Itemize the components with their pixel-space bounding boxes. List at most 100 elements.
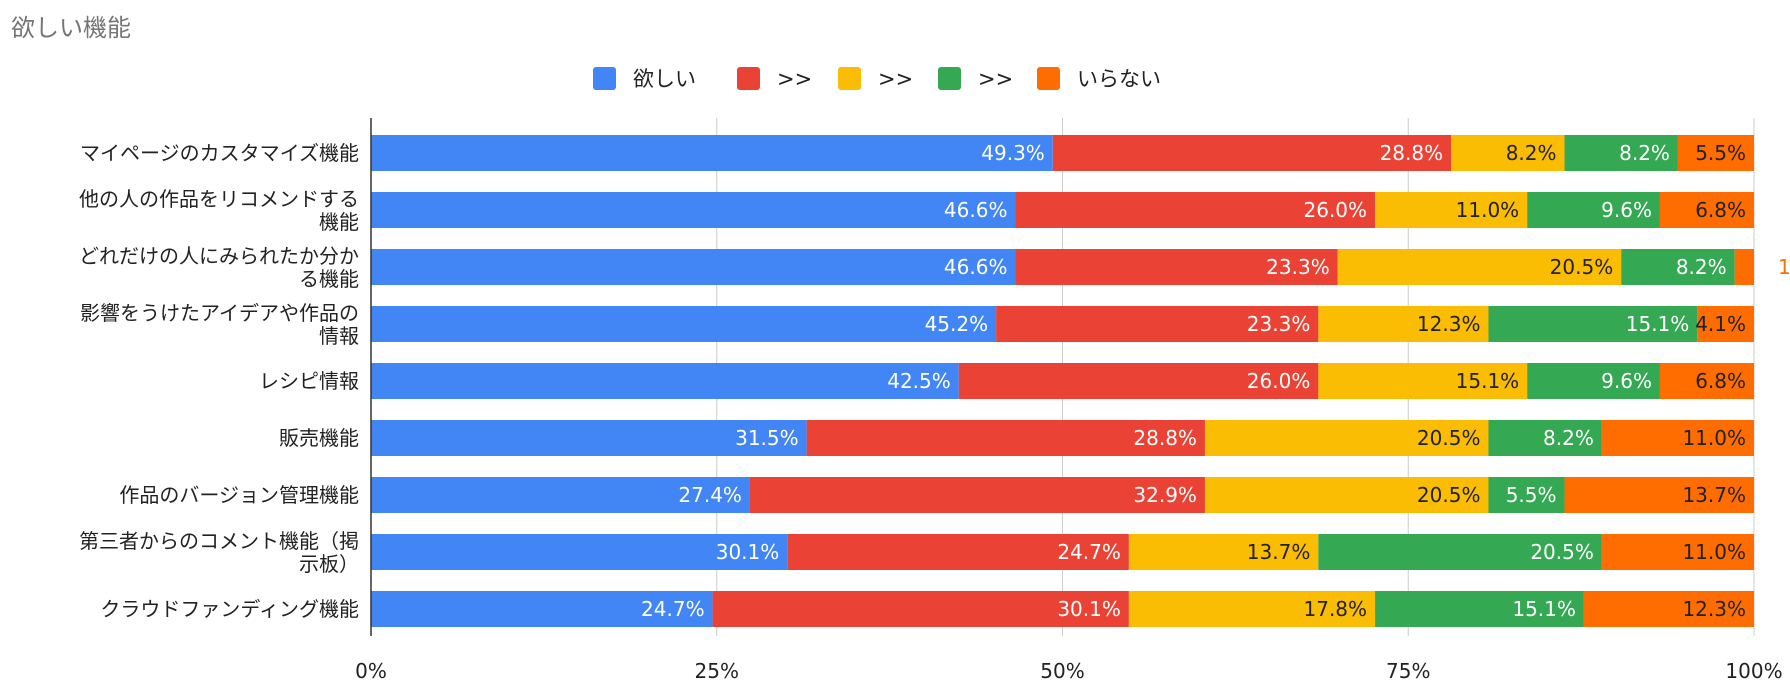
bar-segment (1015, 192, 1376, 228)
bar-segment (1375, 192, 1528, 228)
bar-segment (806, 420, 1205, 456)
category-label: 影響をうけたアイデアや作品の情報 (80, 301, 359, 348)
data-label: 8.2% (1619, 141, 1670, 165)
data-label: 27.4% (678, 483, 742, 507)
bar-row: 42.5% 26.0% 15.1% 9.6% 6.8% (371, 363, 1754, 399)
bar-segment (1488, 420, 1602, 456)
data-label: 13.7% (1247, 540, 1311, 564)
category-label: レシピ情報 (259, 369, 359, 393)
category-label: クラウドファンディング機能 (100, 597, 359, 621)
bar-row: 45.2% 23.3% 12.3% 15.1% 4.1% (371, 306, 1754, 342)
bar-row: 24.7% 30.1% 17.8% 15.1% 12.3% (371, 591, 1754, 627)
bar-segment (371, 534, 788, 570)
data-label: 23.3% (1266, 255, 1330, 279)
data-label: 46.6% (944, 255, 1008, 279)
bar-row: 46.6% 26.0% 11.0% 9.6% 6.8% (371, 192, 1754, 228)
legend-item: >> (838, 67, 913, 91)
data-label: 4.1% (1695, 312, 1746, 336)
bar-segment (1128, 591, 1376, 627)
legend-label: >> (978, 67, 1013, 91)
data-label: 15.1% (1456, 369, 1520, 393)
bar-segment (749, 477, 1205, 513)
bar-segment (787, 534, 1129, 570)
bar-segment (1527, 363, 1660, 399)
bar-segment (1488, 477, 1565, 513)
data-label: 13.7% (1682, 483, 1746, 507)
data-label: 30.1% (1057, 597, 1121, 621)
category-label: 第三者からのコメント機能（掲示板） (79, 529, 359, 576)
bar-segment (371, 420, 807, 456)
x-tick-label: 50% (1040, 659, 1084, 683)
bar-segment (1621, 249, 1735, 285)
bar-segment (1527, 192, 1660, 228)
legend-swatch (838, 67, 861, 90)
bar-segment (1318, 363, 1528, 399)
data-label: 9.6% (1601, 369, 1652, 393)
bar-segment (1677, 135, 1754, 171)
bar-segment (1204, 477, 1489, 513)
data-label: 15.1% (1626, 312, 1690, 336)
legend-item: いらない (1037, 67, 1161, 91)
data-label: 5.5% (1506, 483, 1557, 507)
data-label: 11.0% (1682, 540, 1746, 564)
data-label: 11.0% (1682, 426, 1746, 450)
data-label: 9.6% (1601, 198, 1652, 222)
data-label: 45.2% (925, 312, 989, 336)
bar-segment (371, 477, 750, 513)
legend-item: >> (938, 67, 1013, 91)
bar-row: 49.3% 28.8% 8.2% 8.2% 5.5% (371, 135, 1754, 171)
bar-segment (1564, 477, 1754, 513)
data-label: 8.2% (1543, 426, 1594, 450)
legend-label: 欲しい (633, 67, 696, 91)
data-label: 42.5% (887, 369, 951, 393)
bar-segment (1128, 534, 1319, 570)
bar-segment (1318, 534, 1602, 570)
legend-label: いらない (1077, 67, 1161, 91)
bar-segment (1375, 591, 1584, 627)
x-tick-label: 25% (695, 659, 739, 683)
bar-segment (371, 135, 1053, 171)
bar-segment (371, 363, 959, 399)
data-label: 1 (1778, 255, 1790, 279)
data-label: 24.7% (641, 597, 705, 621)
category-label: 他の人の作品をリコメンドする機能 (79, 187, 359, 234)
data-label: 20.5% (1530, 540, 1594, 564)
bar-segment (958, 363, 1319, 399)
data-label: 11.0% (1456, 198, 1520, 222)
bar-segment (1601, 534, 1754, 570)
data-label: 8.2% (1676, 255, 1727, 279)
bar-segment (1451, 135, 1565, 171)
data-label: 32.9% (1133, 483, 1197, 507)
bar-row: 27.4% 32.9% 20.5% 5.5% 13.7% (371, 477, 1754, 513)
legend-swatch (593, 67, 616, 90)
data-label: 30.1% (716, 540, 780, 564)
bar-segment (371, 192, 1016, 228)
legend-swatch (1037, 67, 1060, 90)
data-label: 23.3% (1247, 312, 1311, 336)
data-label: 6.8% (1695, 369, 1746, 393)
legend-item: 欲しい (593, 67, 696, 91)
bar-segment (1659, 192, 1754, 228)
bar-segment (1488, 306, 1698, 342)
legend-swatch (737, 67, 760, 90)
data-label: 28.8% (1380, 141, 1444, 165)
data-label: 28.8% (1133, 426, 1197, 450)
data-label: 26.0% (1304, 198, 1368, 222)
bar-row: 46.6% 23.3% 20.5% 8.2% 1 (371, 249, 1790, 285)
bar-segment (1697, 306, 1754, 342)
data-label: 12.3% (1682, 597, 1746, 621)
data-label: 5.5% (1695, 141, 1746, 165)
bar-segment (1015, 249, 1338, 285)
data-label: 20.5% (1417, 483, 1481, 507)
bar-segment (1318, 306, 1489, 342)
x-tick-label: 100% (1725, 659, 1782, 683)
category-label: 作品のバージョン管理機能 (119, 483, 359, 507)
bar-segment (1659, 363, 1754, 399)
data-label: 12.3% (1417, 312, 1481, 336)
data-label: 24.7% (1057, 540, 1121, 564)
legend-label: >> (777, 67, 812, 91)
bar-segment (371, 306, 997, 342)
bar-segment (996, 306, 1319, 342)
data-label: 8.2% (1506, 141, 1557, 165)
